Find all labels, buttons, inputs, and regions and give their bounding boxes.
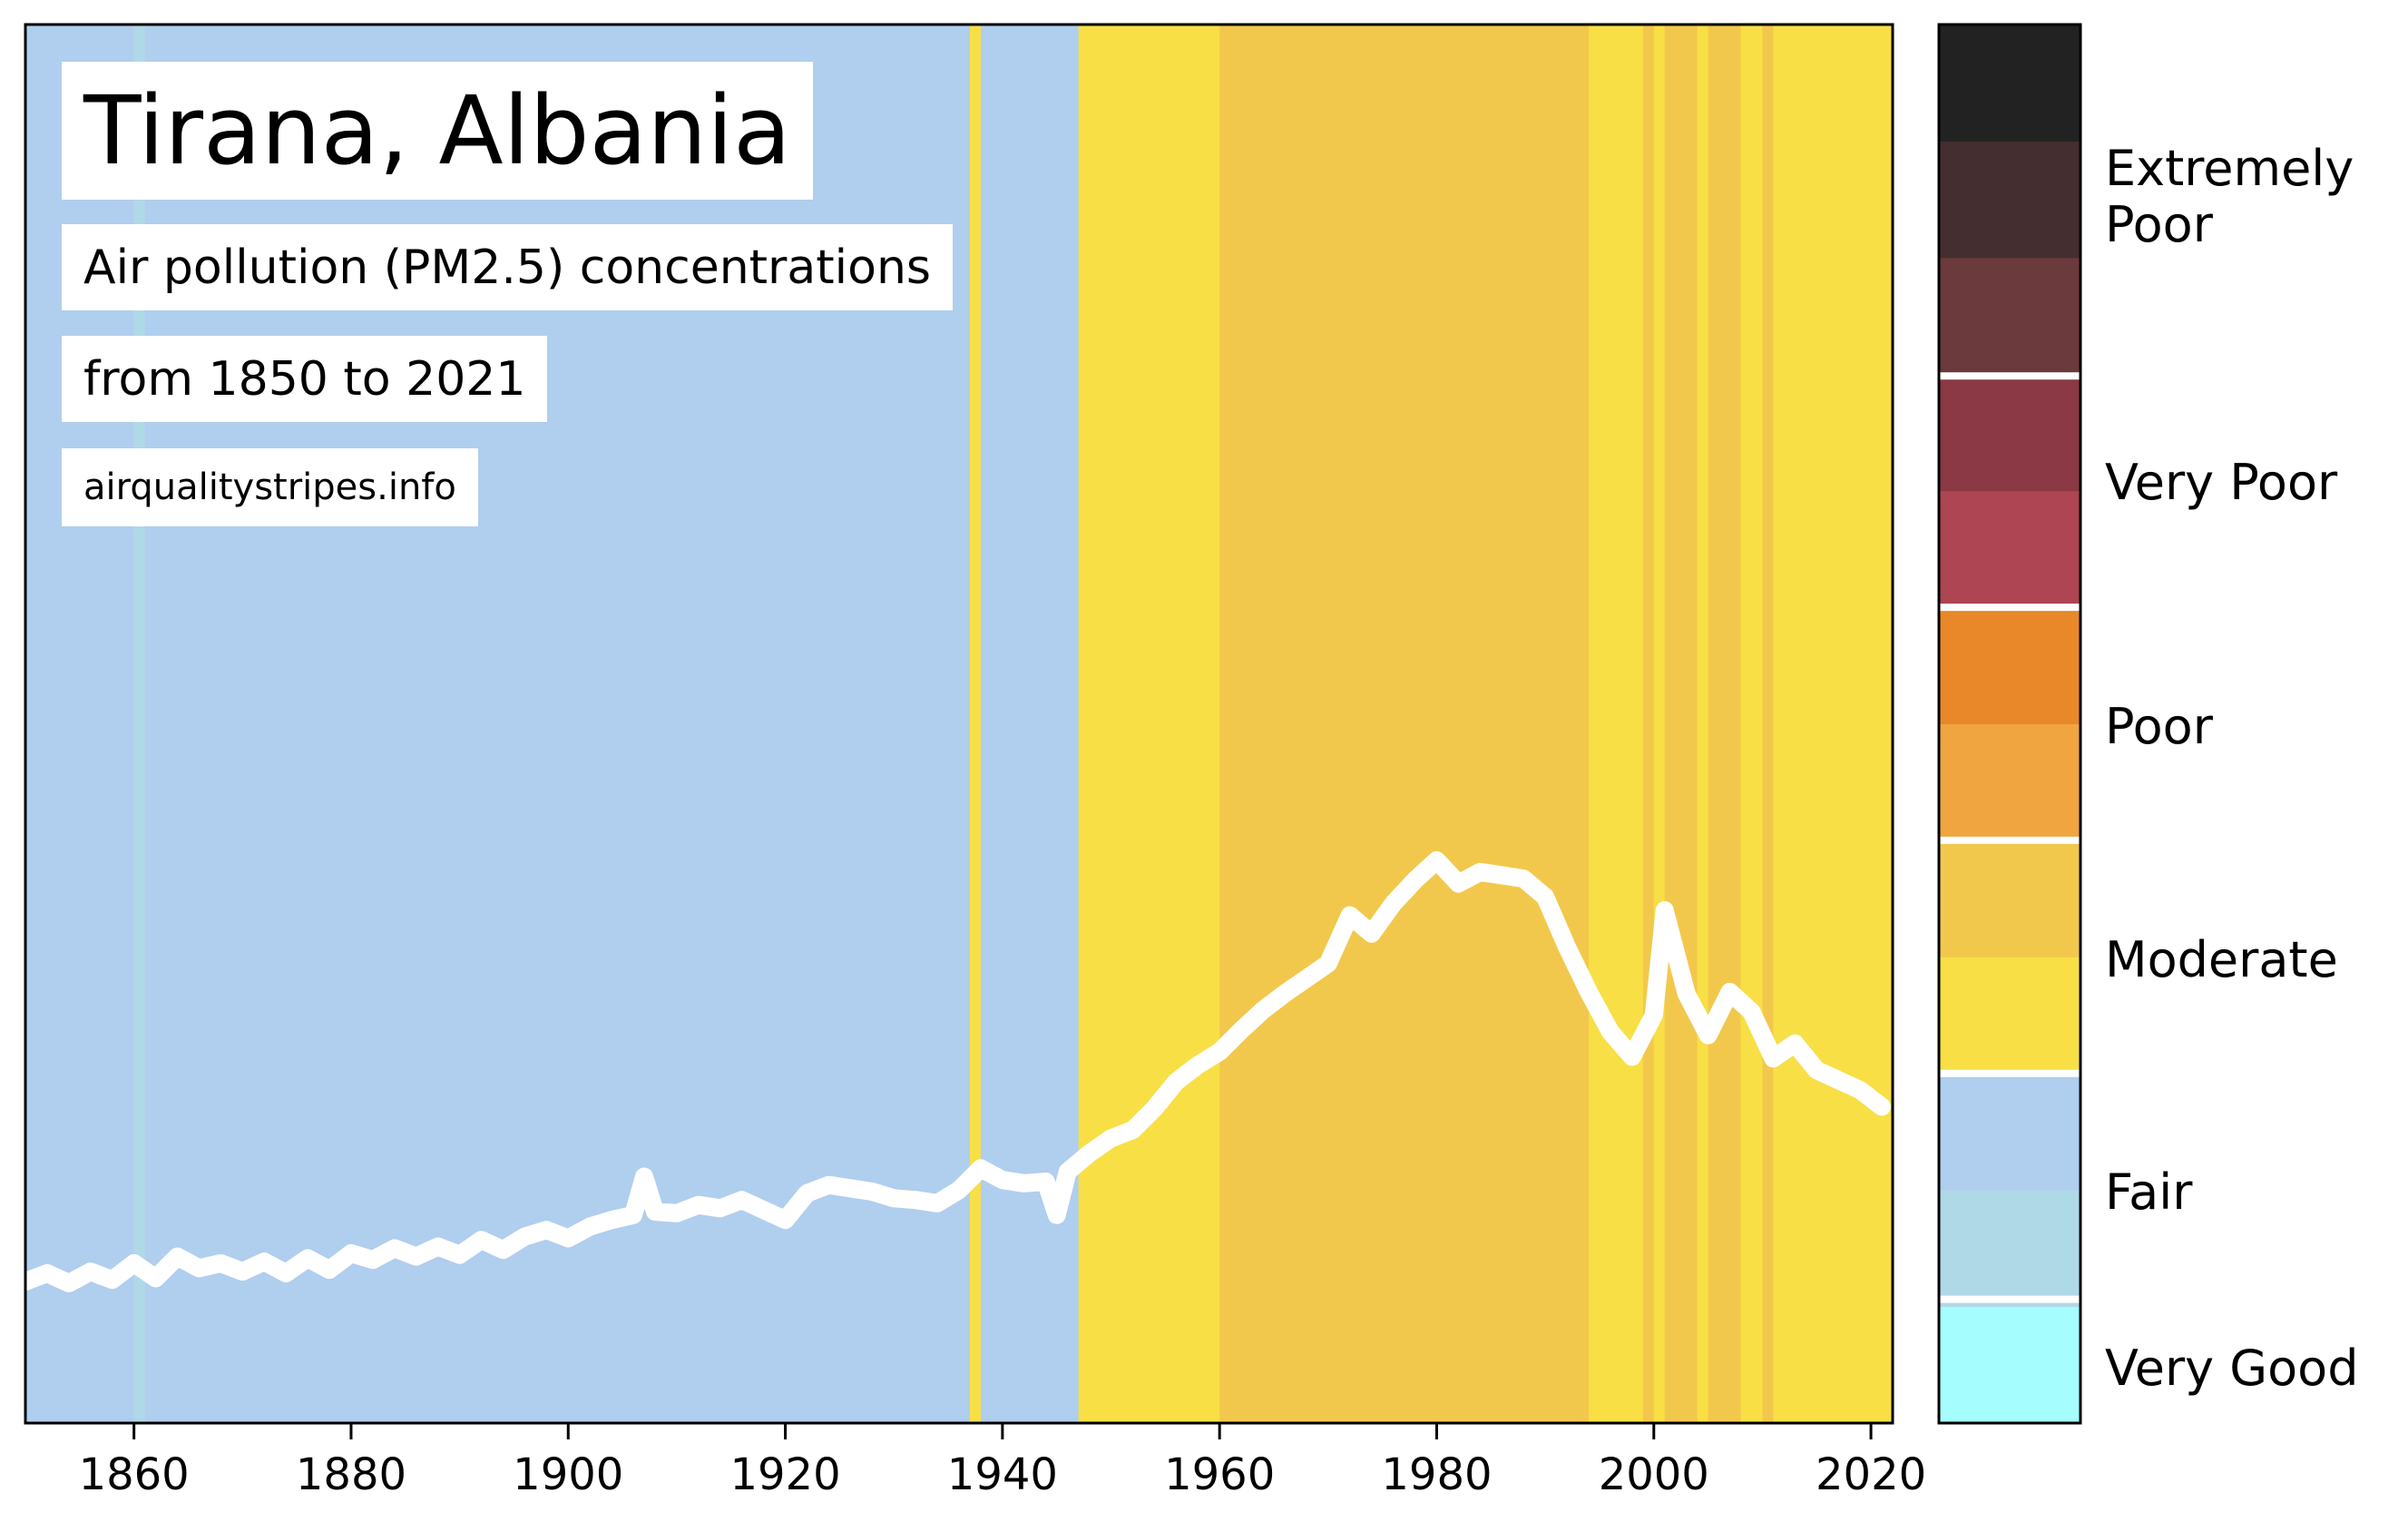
colorbar-segment bbox=[1939, 25, 2080, 142]
label-fair: Fair bbox=[2105, 1164, 2193, 1221]
x-tick-label-1900: 1900 bbox=[513, 1449, 623, 1500]
label-poor: Poor bbox=[2105, 698, 2213, 755]
colorbar-segment bbox=[1939, 374, 2080, 492]
stripe-2011 bbox=[1773, 25, 1894, 1423]
colorbar-segment bbox=[1939, 1073, 2080, 1191]
colorbar-segment bbox=[1939, 607, 2080, 724]
year-range: from 1850 to 2021 bbox=[62, 336, 548, 422]
stripe-2004 bbox=[1697, 25, 1709, 1423]
stripe-1960 bbox=[1219, 25, 1590, 1423]
label-very-good: Very Good bbox=[2105, 1340, 2359, 1397]
x-tick-label-1860: 1860 bbox=[79, 1449, 190, 1500]
x-tick-label-2020: 2020 bbox=[1816, 1449, 1926, 1500]
colorbar-segment bbox=[1939, 840, 2080, 957]
pm25-line bbox=[16, 850, 1891, 1292]
colorbar-segment bbox=[1939, 257, 2080, 375]
x-tick-label-1960: 1960 bbox=[1164, 1449, 1275, 1500]
colorbar-segment bbox=[1939, 141, 2080, 259]
colorbar-frame bbox=[1937, 23, 2082, 1425]
colorbar-segment bbox=[1939, 723, 2080, 841]
plot-frame bbox=[24, 23, 1894, 1425]
x-axis: 1860 1880 1900 1920 1940 1960 1980 2000 2020 bbox=[79, 1423, 1926, 1500]
x-tick-label-2000: 2000 bbox=[1599, 1449, 1709, 1500]
chart-subtitle: Air pollution (PM2.5) concentrations bbox=[62, 224, 953, 310]
stripe-1937 bbox=[969, 25, 982, 1423]
label-extremely-poor: Extremely Poor bbox=[2105, 140, 2354, 253]
label-very-poor: Very Poor bbox=[2105, 454, 2338, 511]
stripe-1947 bbox=[1078, 25, 1220, 1423]
colorbar bbox=[1937, 23, 2082, 1425]
x-tick-label-1880: 1880 bbox=[296, 1449, 406, 1500]
stripe-1994 bbox=[1588, 25, 1644, 1423]
stripe-1999 bbox=[1642, 25, 1655, 1423]
colorbar-segment bbox=[1939, 957, 2080, 1075]
colorbar-segment bbox=[1939, 1190, 2080, 1308]
stripe-2008 bbox=[1740, 25, 1764, 1423]
x-tick-label-1940: 1940 bbox=[947, 1449, 1058, 1500]
x-tick-label-1980: 1980 bbox=[1381, 1449, 1492, 1500]
x-tick-label-1920: 1920 bbox=[729, 1449, 840, 1500]
source-link[interactable]: airqualitystripes.info bbox=[62, 448, 478, 526]
chart-title: Tirana, Albania bbox=[62, 62, 813, 200]
colorbar-segment bbox=[1939, 1306, 2080, 1424]
stripe-2001 bbox=[1664, 25, 1698, 1423]
stripe-2000 bbox=[1653, 25, 1666, 1423]
stripe-2010 bbox=[1762, 25, 1774, 1423]
label-moderate: Moderate bbox=[2105, 931, 2338, 988]
stripe-2005 bbox=[1708, 25, 1742, 1423]
colorbar-segment bbox=[1939, 490, 2080, 608]
